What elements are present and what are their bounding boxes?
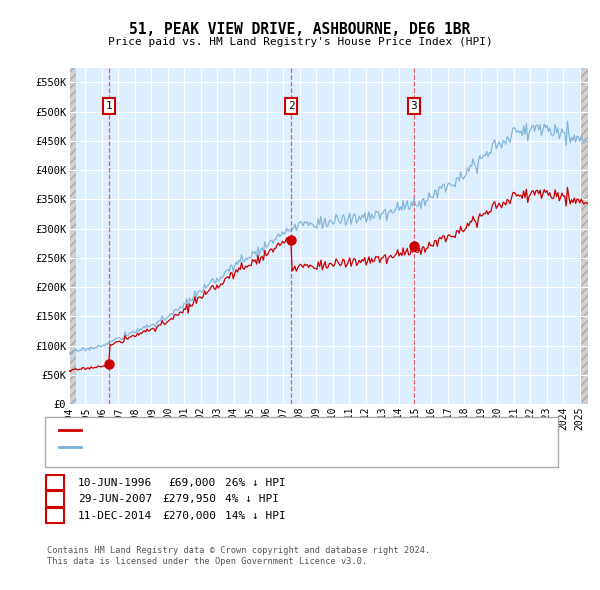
Text: 14% ↓ HPI: 14% ↓ HPI [225, 511, 286, 520]
Text: £69,000: £69,000 [169, 478, 216, 487]
Text: 51, PEAK VIEW DRIVE, ASHBOURNE, DE6 1BR: 51, PEAK VIEW DRIVE, ASHBOURNE, DE6 1BR [130, 22, 470, 37]
Text: 51, PEAK VIEW DRIVE, ASHBOURNE, DE6 1BR (detached house): 51, PEAK VIEW DRIVE, ASHBOURNE, DE6 1BR … [84, 425, 420, 435]
Text: 3: 3 [410, 101, 418, 111]
Text: This data is licensed under the Open Government Licence v3.0.: This data is licensed under the Open Gov… [47, 558, 367, 566]
Text: 2: 2 [288, 101, 295, 111]
Text: 4% ↓ HPI: 4% ↓ HPI [225, 494, 279, 504]
Text: Contains HM Land Registry data © Crown copyright and database right 2024.: Contains HM Land Registry data © Crown c… [47, 546, 430, 555]
Text: 1: 1 [106, 101, 113, 111]
Text: £270,000: £270,000 [162, 511, 216, 520]
Text: 10-JUN-1996: 10-JUN-1996 [78, 478, 152, 487]
Text: £279,950: £279,950 [162, 494, 216, 504]
Text: 3: 3 [52, 509, 59, 522]
Text: 2: 2 [52, 493, 59, 506]
Text: Price paid vs. HM Land Registry's House Price Index (HPI): Price paid vs. HM Land Registry's House … [107, 37, 493, 47]
Text: HPI: Average price, detached house, Derbyshire Dales: HPI: Average price, detached house, Derb… [84, 442, 396, 452]
Text: 11-DEC-2014: 11-DEC-2014 [78, 511, 152, 520]
Text: 1: 1 [52, 476, 59, 489]
Text: 29-JUN-2007: 29-JUN-2007 [78, 494, 152, 504]
Text: 26% ↓ HPI: 26% ↓ HPI [225, 478, 286, 487]
